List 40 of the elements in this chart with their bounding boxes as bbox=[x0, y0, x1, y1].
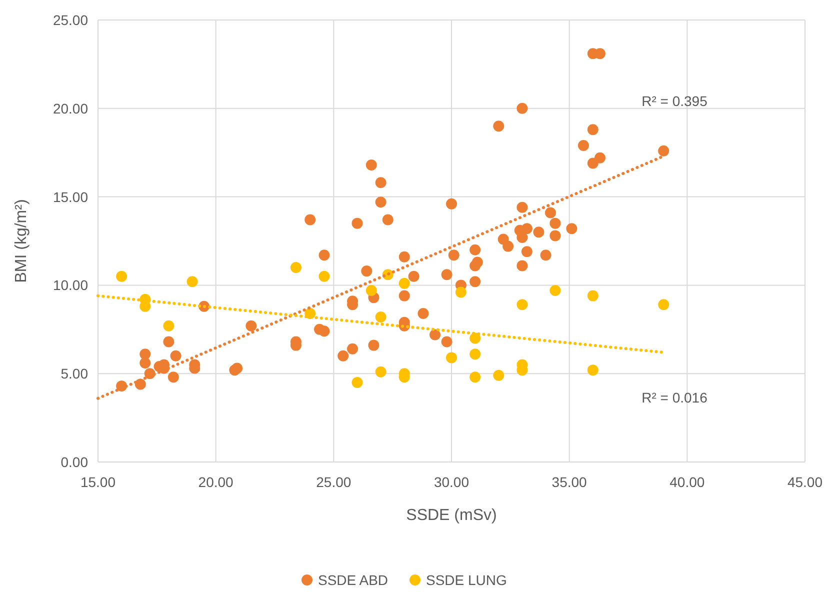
point bbox=[366, 285, 377, 296]
point bbox=[516, 299, 528, 310]
x-axis-title: SSDE (mSv) bbox=[406, 507, 497, 524]
point bbox=[658, 299, 670, 310]
annotation: R² = 0.016 bbox=[642, 389, 708, 406]
point bbox=[550, 285, 561, 296]
y-tick-label: 10.00 bbox=[52, 277, 88, 294]
point bbox=[352, 376, 363, 388]
y-tick-label: 20.00 bbox=[52, 100, 88, 116]
x-tick-label: 40.00 bbox=[670, 474, 705, 490]
point bbox=[470, 372, 481, 383]
x-tick-label: 25.00 bbox=[316, 474, 352, 490]
point bbox=[116, 270, 128, 282]
y-tick-label: 0.00 bbox=[60, 454, 88, 470]
point bbox=[318, 270, 330, 282]
x-tick-label: 35.00 bbox=[552, 474, 588, 490]
point bbox=[446, 352, 457, 364]
x-tick-label: 45.00 bbox=[787, 474, 823, 490]
y-tick-label: 5.00 bbox=[60, 366, 88, 382]
annotation: R² = 0.395 bbox=[642, 93, 708, 110]
x-tick-label: 15.00 bbox=[80, 474, 116, 490]
legend-label: SSDE LUNG bbox=[426, 572, 507, 588]
point bbox=[186, 276, 198, 288]
point bbox=[587, 364, 598, 376]
point bbox=[290, 262, 302, 274]
point bbox=[398, 278, 410, 289]
legend-label: SSDE ABD bbox=[318, 572, 388, 588]
point bbox=[163, 320, 174, 332]
point bbox=[493, 370, 504, 381]
point bbox=[587, 290, 598, 302]
point bbox=[375, 312, 386, 323]
y-tick-label: 25.00 bbox=[52, 12, 88, 28]
point bbox=[375, 366, 386, 378]
point bbox=[455, 286, 466, 298]
point bbox=[470, 332, 481, 344]
y-axis-title: BMI (kg/m²) bbox=[13, 199, 30, 283]
point bbox=[470, 348, 481, 360]
x-tick-label: 30.00 bbox=[434, 474, 470, 490]
y-tick-label: 15.00 bbox=[52, 188, 88, 205]
x-tick-label: 20.00 bbox=[198, 474, 234, 490]
